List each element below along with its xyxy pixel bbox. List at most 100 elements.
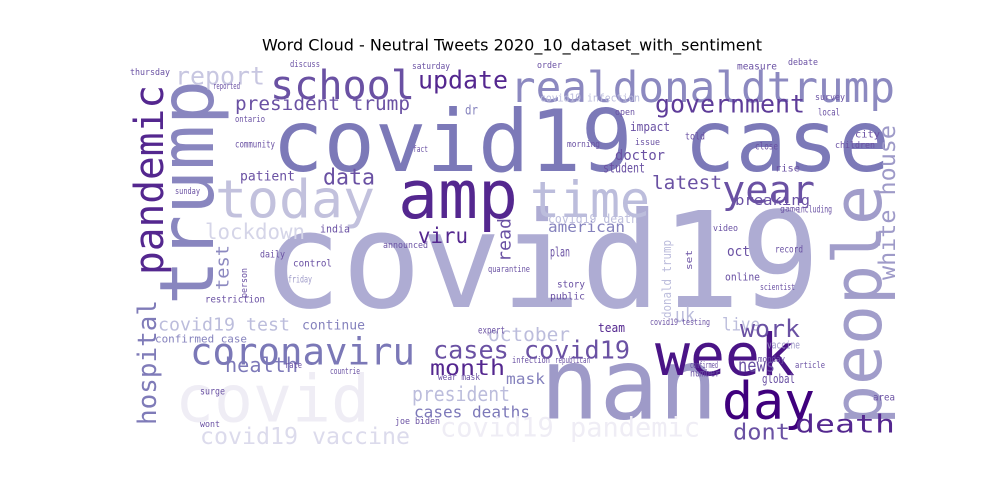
word: covid19 death — [548, 212, 638, 226]
word: lockdown — [205, 220, 305, 244]
word: data — [323, 166, 375, 191]
word: october — [488, 324, 570, 346]
word: told — [685, 132, 705, 143]
word: set — [685, 250, 695, 270]
word: team — [598, 321, 625, 335]
word: covid — [175, 363, 370, 438]
word: infection — [512, 356, 550, 366]
word: quarantine — [488, 265, 530, 275]
word: open — [615, 108, 635, 118]
word: donald trump — [660, 240, 674, 318]
word: morning — [567, 140, 600, 150]
word: uk — [675, 303, 695, 327]
word: update — [418, 66, 508, 95]
word: test — [213, 245, 234, 290]
word: year — [722, 168, 815, 212]
word: plan — [550, 246, 570, 261]
word: mask — [506, 370, 545, 388]
word: realdonaldtrump — [510, 63, 895, 113]
word: record — [775, 245, 803, 256]
word: article — [795, 361, 825, 371]
word: month — [430, 356, 505, 380]
word: wont — [200, 420, 220, 430]
word: oct — [727, 244, 750, 260]
word: read — [495, 218, 516, 262]
word: expert — [478, 326, 505, 337]
word: president trump — [235, 93, 410, 115]
word: city — [855, 130, 880, 141]
word: children — [835, 141, 875, 151]
word: thursday — [130, 68, 171, 78]
word: news — [738, 356, 775, 377]
word: confirmed — [690, 361, 718, 371]
word: control — [293, 259, 332, 270]
word: including — [797, 205, 832, 216]
word: story — [557, 280, 585, 291]
word: nan — [540, 328, 718, 443]
word: ontario — [235, 115, 265, 125]
word: online — [725, 271, 760, 284]
word: viru — [418, 224, 468, 248]
word: time — [530, 171, 650, 229]
word: order — [537, 61, 563, 71]
word: people — [819, 185, 897, 425]
word: india — [320, 223, 350, 236]
word: report — [175, 62, 265, 91]
word: vaccine — [767, 339, 800, 352]
word: restriction — [205, 295, 265, 306]
word: game — [780, 205, 800, 214]
word: doctor — [615, 148, 665, 164]
word: covid19 case — [272, 92, 890, 192]
word: community — [235, 140, 275, 151]
word: day — [722, 372, 815, 432]
word: continue — [302, 319, 365, 334]
word: live — [722, 315, 760, 336]
word: issue — [635, 138, 660, 148]
word: confirmed case — [155, 333, 247, 346]
word: hospital — [133, 300, 163, 425]
word: survey — [815, 93, 846, 103]
word: breaking — [735, 193, 810, 209]
word: friday — [288, 275, 312, 286]
word: impact — [630, 120, 670, 134]
word: work — [740, 315, 801, 343]
word: global — [762, 372, 795, 386]
word: surge — [200, 387, 225, 398]
word: president — [412, 382, 510, 406]
word: area — [873, 393, 895, 404]
word: discuss — [290, 60, 320, 70]
word: death — [795, 410, 895, 439]
word: announced — [383, 241, 428, 251]
word: debate — [788, 58, 818, 68]
word: covid19 — [262, 185, 820, 339]
word: public — [550, 292, 585, 303]
word: wear mask — [438, 373, 480, 383]
word: coronaviru — [190, 331, 415, 374]
word: daily — [260, 250, 285, 261]
word: latest — [652, 172, 722, 194]
word: amp — [398, 156, 518, 234]
word: reported — [213, 82, 240, 92]
word: person — [240, 268, 250, 298]
word: week — [655, 321, 795, 389]
word: video — [713, 224, 738, 234]
word: cases covid19 — [433, 336, 630, 365]
word: joe biden — [395, 417, 440, 427]
word: school — [270, 63, 415, 109]
word: today — [215, 170, 375, 231]
word: local — [818, 108, 840, 119]
word: scientist — [760, 283, 795, 293]
word: american — [548, 218, 625, 236]
word: fact — [413, 145, 428, 155]
word: covid19 pandemic — [440, 413, 700, 444]
word: countrie — [330, 367, 360, 377]
word: student — [603, 162, 645, 177]
word: patient — [240, 170, 295, 185]
word: sunday — [175, 187, 200, 197]
word: republican — [555, 356, 590, 366]
word: dr — [465, 104, 478, 119]
word: number — [690, 369, 720, 380]
